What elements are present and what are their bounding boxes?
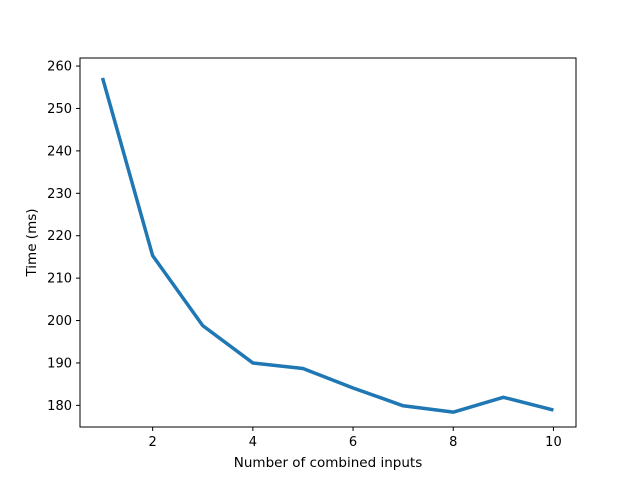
y-tick-label: 250 — [47, 102, 72, 117]
x-axis-ticks: 2 4 6 8 10 — [149, 427, 562, 450]
series-line — [100, 77, 554, 414]
y-axis-title: Time (ms) — [24, 208, 40, 277]
y-axis-ticks: 180 190 200 210 220 230 240 250 260 — [47, 60, 80, 414]
y-tick-label: 210 — [47, 272, 72, 287]
y-tick-label: 220 — [47, 229, 72, 244]
x-tick-label: 2 — [149, 435, 157, 450]
x-axis-title: Number of combined inputs — [234, 455, 422, 471]
y-tick-label: 240 — [47, 144, 72, 159]
y-tick-label: 230 — [47, 187, 72, 202]
plot-frame — [79, 57, 577, 428]
y-tick-label: 180 — [47, 399, 72, 414]
y-tick-label: 260 — [47, 60, 72, 75]
x-tick-label: 6 — [349, 435, 357, 450]
y-tick-label: 200 — [47, 314, 72, 329]
y-tick-label: 190 — [47, 356, 72, 371]
plot-series — [100, 77, 554, 414]
x-tick-label: 10 — [545, 435, 562, 450]
x-tick-label: 8 — [449, 435, 457, 450]
x-tick-label: 4 — [249, 435, 257, 450]
